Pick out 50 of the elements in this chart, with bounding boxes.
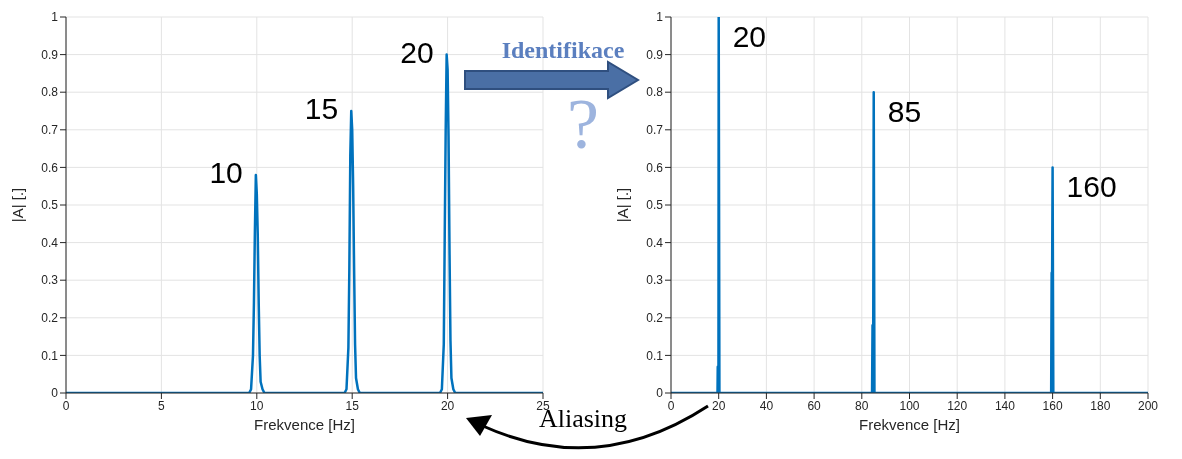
y-tick-label: 0.9 (41, 47, 59, 62)
x-tick-label: 40 (759, 398, 774, 413)
annotation: 10 (209, 155, 243, 189)
y-tick-label: 0.4 (646, 235, 664, 250)
x-tick-label: 120 (947, 398, 968, 413)
text: ? (566, 84, 600, 164)
x-tick-label: 140 (994, 398, 1016, 413)
x-tick-label: 60 (807, 398, 822, 413)
y-tick-label: 0.6 (646, 160, 664, 175)
x-tick-label: 160 (1042, 398, 1063, 413)
x-axis-title: Frekvence [Hz] (859, 416, 960, 433)
x-tick-label: 10 (250, 398, 264, 413)
y-tick-label: 0.2 (41, 311, 59, 326)
y-tick-label: 0.5 (646, 198, 664, 213)
x-tick-label: 5 (158, 398, 166, 413)
x-axis-title: Frekvence [Hz] (254, 416, 355, 433)
y-tick-label: 0.4 (41, 235, 59, 250)
x-tick-label: 15 (345, 398, 360, 413)
y-tick-label: 1 (656, 10, 664, 25)
x-tick-label: 0 (62, 398, 70, 413)
annotation: 85 (887, 95, 922, 129)
y-tick-label: 0.5 (41, 198, 59, 213)
x-tick-label: 20 (712, 398, 726, 413)
y-tick-label: 0.2 (646, 311, 664, 326)
x-tick-label: 20 (440, 398, 455, 413)
y-tick-label: 0.7 (41, 123, 59, 138)
y-tick-label: 0.3 (41, 273, 59, 288)
y-axis-title: |A| [.] (9, 187, 27, 223)
y-tick-label: 0.9 (646, 47, 664, 62)
y-tick-label: 1 (51, 10, 59, 25)
x-tick-label: 0 (667, 398, 675, 413)
y-tick-label: 0.8 (646, 85, 664, 100)
annotation: 20 (400, 35, 434, 69)
x-tick-label: 180 (1090, 398, 1111, 413)
annotation: 20 (732, 20, 767, 53)
x-tick-label: 80 (855, 398, 869, 413)
y-tick-label: 0 (51, 386, 59, 401)
y-tick-label: 0.3 (646, 273, 664, 288)
y-tick-label: 0.8 (41, 85, 59, 100)
y-tick-label: 0.1 (646, 348, 664, 363)
y-tick-label: 0.6 (41, 160, 59, 175)
y-tick-label: 0 (656, 386, 664, 401)
y-tick-label: 0.1 (41, 348, 59, 363)
y-axis-title: |A| [.] (614, 187, 632, 223)
annotation: 160 (1066, 170, 1117, 204)
x-tick-label: 200 (1137, 398, 1159, 413)
annotation: Identifikace (500, 37, 626, 63)
annotation: 15 (304, 92, 339, 125)
x-tick-label: 100 (899, 398, 920, 413)
y-tick-label: 0.7 (646, 123, 664, 138)
